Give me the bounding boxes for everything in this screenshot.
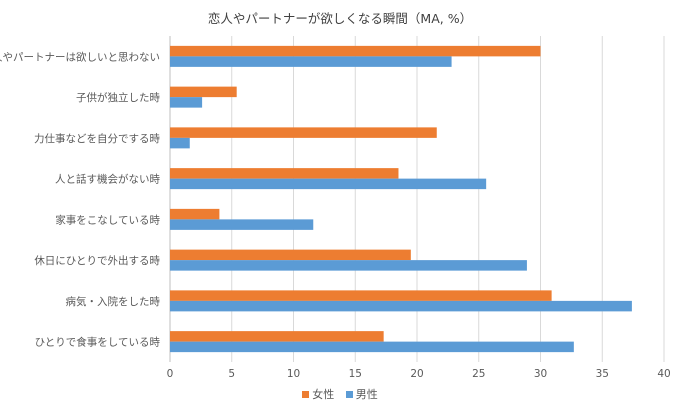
bar-female-7	[170, 331, 384, 342]
bar-female-6	[170, 290, 552, 301]
x-tick-label: 25	[472, 368, 485, 380]
bar-male-2	[170, 137, 190, 149]
legend-label-female: 女性	[312, 388, 335, 401]
legend-swatch-male	[345, 390, 353, 398]
x-tick-label: 15	[349, 368, 362, 380]
category-label: 人と話す機会がない時	[55, 173, 160, 186]
legend-swatch-female	[302, 390, 310, 398]
x-tick-label: 0	[167, 368, 174, 380]
x-tick-label: 20	[410, 368, 423, 380]
x-tick-label: 30	[534, 368, 547, 380]
bar-male-6	[170, 300, 632, 312]
category-label: ひとりで食事をしている時	[35, 336, 161, 349]
bar-female-1	[170, 86, 237, 98]
bar-male-0	[170, 56, 452, 67]
bar-male-5	[170, 260, 527, 271]
bar-female-2	[170, 127, 437, 138]
legend: 女性 男性	[0, 386, 680, 402]
category-label: 子供が独立した時	[76, 91, 160, 104]
bar-male-3	[170, 178, 487, 190]
legend-label-male: 男性	[355, 388, 378, 401]
bar-male-1	[170, 97, 203, 108]
x-tick-label: 40	[657, 368, 670, 380]
bar-female-3	[170, 168, 399, 179]
x-tick-label: 10	[287, 368, 300, 380]
bar-male-4	[170, 219, 314, 230]
category-label: 力仕事などを自分でする時	[34, 132, 160, 145]
category-label: 恋人やパートナーは欲しいと思わない	[0, 50, 160, 63]
category-label: 病気・入院をした時	[66, 295, 161, 308]
x-tick-label: 5	[228, 368, 235, 380]
bar-female-5	[170, 249, 411, 261]
chart-title: 恋人やパートナーが欲しくなる瞬間（MA, %）	[207, 11, 473, 26]
bar-female-4	[170, 208, 220, 220]
legend-item-male: 男性	[345, 386, 378, 402]
legend-item-female: 女性	[302, 386, 334, 402]
category-label: 家事をこなしている時	[55, 213, 160, 226]
bar-female-0	[170, 45, 541, 57]
category-label: 休日にひとりで外出する時	[34, 254, 160, 267]
bar-male-7	[170, 341, 574, 353]
x-tick-label: 35	[596, 368, 609, 380]
